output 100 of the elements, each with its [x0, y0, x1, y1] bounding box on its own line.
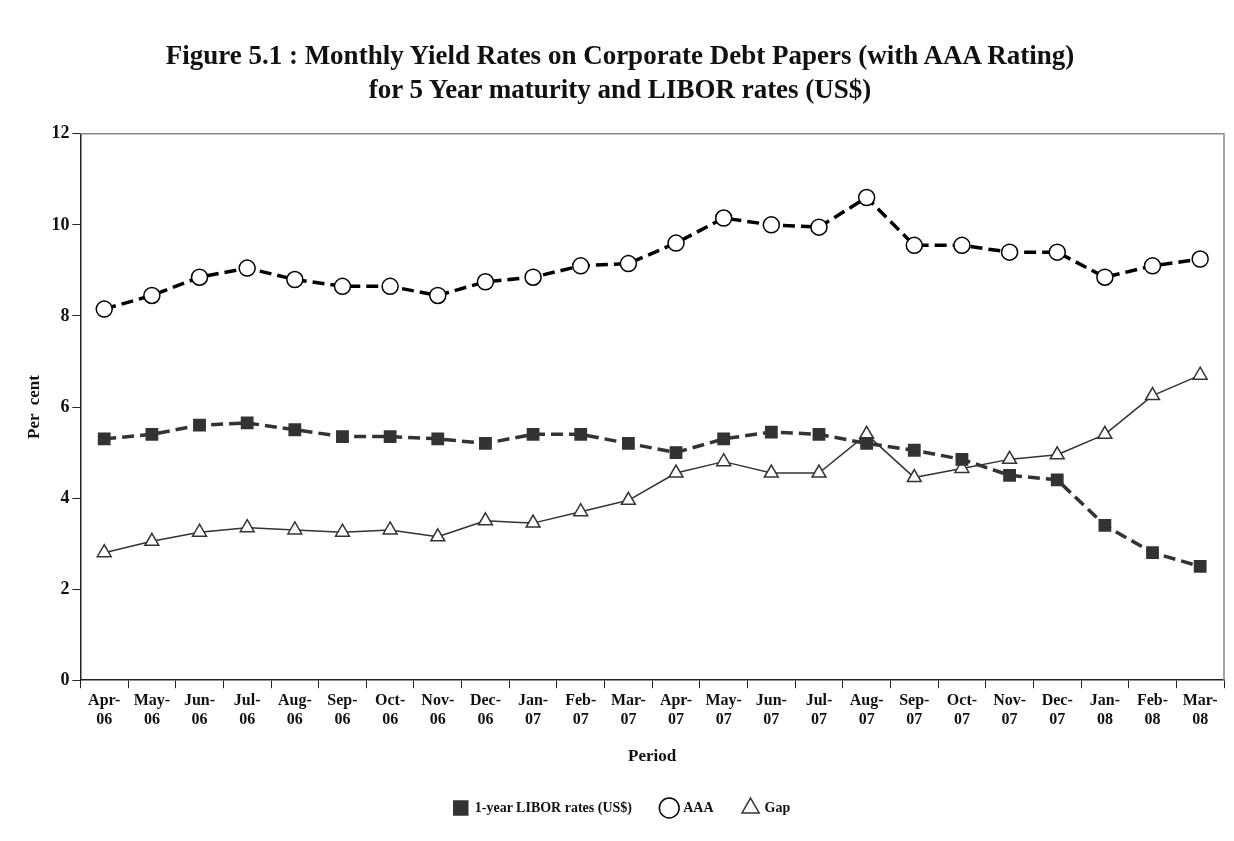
legend-label: AAA — [683, 799, 715, 815]
point — [381, 277, 399, 296]
point — [288, 423, 302, 437]
point — [240, 416, 254, 430]
point — [669, 446, 683, 459]
legend-label: Gap — [764, 799, 791, 815]
point — [810, 218, 828, 236]
x-tick-label: Dec-06 — [469, 690, 501, 728]
point — [95, 300, 113, 318]
point — [574, 427, 588, 441]
point — [287, 521, 303, 535]
x-tick-label: Jul-07 — [805, 690, 833, 728]
x-tick-label: Apr-07 — [659, 690, 693, 728]
x-tick-label: Sep-06 — [327, 690, 358, 728]
point — [145, 427, 159, 441]
x-tick-label: Nov-06 — [421, 690, 455, 728]
point — [668, 464, 684, 478]
point — [1001, 450, 1018, 465]
y-tick-label: 8 — [60, 304, 70, 325]
point — [667, 234, 685, 252]
point — [764, 425, 778, 439]
point — [621, 437, 635, 450]
point — [857, 188, 876, 207]
point — [143, 286, 161, 305]
point — [620, 491, 637, 506]
point — [524, 268, 542, 286]
point — [525, 514, 541, 528]
y-tick-label: 12 — [51, 122, 70, 143]
point — [238, 259, 256, 277]
x-tick-label: Mar-08 — [1182, 690, 1218, 728]
point — [573, 502, 589, 517]
chart-title: Figure 5.1 : Monthly Yield Rates on Corporate Debt Papers (with AAA Rating) for 5 Year maturity and LIBOR rates (US$) — [164, 39, 1076, 106]
point — [429, 286, 447, 305]
x-tick-label: Nov-07 — [993, 690, 1027, 728]
point — [1144, 386, 1161, 401]
point — [333, 277, 352, 296]
point — [1050, 473, 1064, 487]
point — [190, 268, 209, 286]
point — [953, 236, 971, 255]
point — [144, 532, 160, 547]
x-tick-label: Dec-07 — [1041, 690, 1073, 728]
point — [1146, 546, 1159, 560]
x-tick-label: Apr-06 — [88, 690, 121, 728]
y-tick-label: 10 — [51, 213, 70, 234]
point — [479, 437, 492, 450]
x-axis-title: Period — [628, 746, 677, 766]
point — [860, 437, 874, 450]
point — [1143, 257, 1162, 275]
x-tick-label: Mar-07 — [610, 690, 646, 728]
y-tick-label: 2 — [60, 577, 70, 598]
point — [382, 521, 398, 535]
point — [193, 418, 206, 432]
point — [96, 543, 112, 558]
point — [717, 432, 731, 446]
point — [1193, 559, 1207, 573]
x-tick-label: Jan-07 — [517, 690, 549, 728]
y-axis-title: Per cent — [23, 374, 43, 439]
point — [762, 216, 781, 234]
point — [383, 430, 397, 443]
x-tick-label: Sep-07 — [899, 690, 930, 728]
x-tick-label: Oct-06 — [375, 690, 406, 728]
point — [239, 518, 255, 533]
point — [907, 443, 921, 457]
point — [191, 523, 208, 537]
point — [811, 464, 827, 478]
point — [1191, 250, 1209, 268]
point — [1097, 425, 1113, 440]
point — [1192, 366, 1208, 380]
x-tick-label: Jul-06 — [233, 690, 261, 728]
legend-label: 1-year LIBOR rates (US$) — [474, 799, 633, 816]
point — [336, 430, 349, 443]
point — [286, 270, 304, 289]
x-tick-label: Aug-07 — [849, 690, 884, 728]
y-tick-label: 0 — [60, 668, 70, 689]
point — [430, 528, 446, 542]
point — [1003, 468, 1016, 482]
x-tick-label: Jan-08 — [1089, 690, 1120, 728]
point — [526, 427, 540, 441]
point — [97, 432, 111, 446]
point — [1000, 243, 1019, 261]
point — [1098, 518, 1112, 532]
point — [334, 523, 351, 537]
point — [619, 254, 638, 273]
point — [1096, 268, 1114, 286]
point — [476, 273, 495, 291]
x-tick-label: Feb-08 — [1136, 690, 1169, 728]
point — [477, 512, 494, 526]
point — [812, 427, 826, 441]
point — [714, 209, 733, 227]
x-tick-label: May-06 — [133, 690, 171, 728]
point — [906, 468, 922, 483]
point — [571, 257, 590, 275]
x-tick-label: Jun-06 — [183, 690, 216, 728]
point — [1048, 243, 1066, 261]
y-tick-label: 6 — [60, 395, 70, 416]
point — [955, 452, 969, 466]
point — [763, 464, 779, 478]
x-tick-label: Jun-07 — [755, 690, 787, 728]
point — [1049, 446, 1065, 460]
point — [905, 236, 924, 255]
